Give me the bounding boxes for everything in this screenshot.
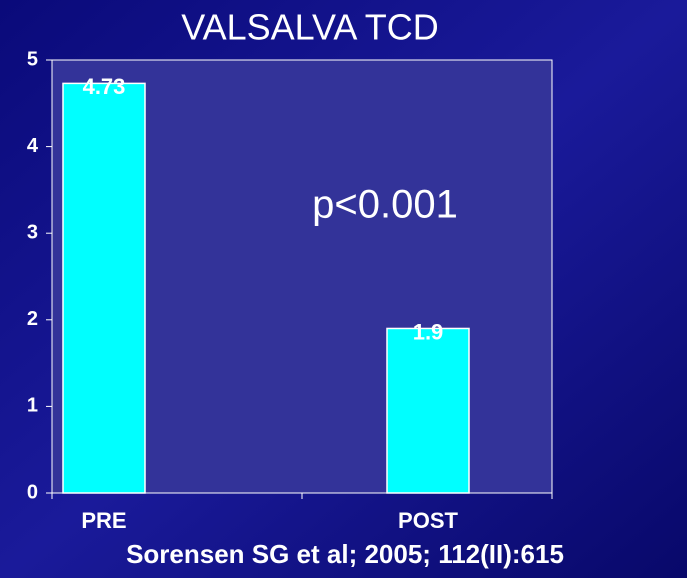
value-label: 1.9 xyxy=(413,319,444,344)
y-tick-label: 0 xyxy=(27,481,38,503)
y-tick-label: 3 xyxy=(27,221,38,243)
bar xyxy=(62,82,146,494)
x-tick-label: POST xyxy=(398,508,458,533)
y-tick-label: 4 xyxy=(27,135,39,157)
footer: Sorensen SG et al; 2005; 112(II):615 xyxy=(126,539,564,569)
annotation: p<0.001 xyxy=(312,183,458,227)
value-label: 4.73 xyxy=(83,74,126,99)
chart-title: VALSALVA TCD xyxy=(181,7,438,48)
bar xyxy=(386,327,470,494)
x-tick-label: PRE xyxy=(81,508,126,533)
y-tick-label: 2 xyxy=(27,308,38,330)
y-tick-label: 5 xyxy=(27,48,38,70)
y-tick-label: 1 xyxy=(27,395,38,417)
